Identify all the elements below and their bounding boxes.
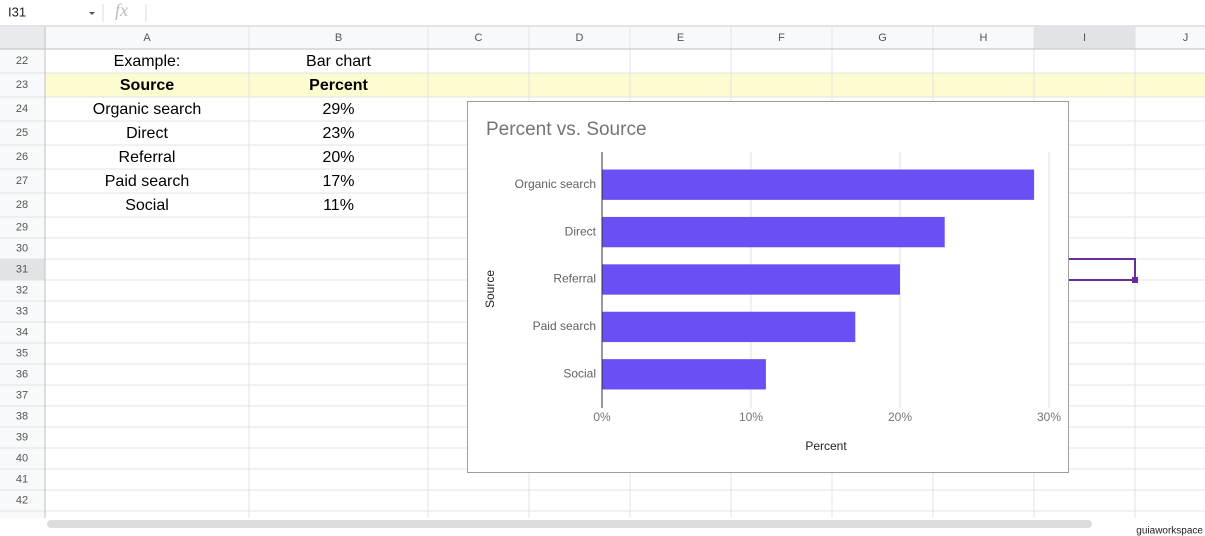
row-number[interactable]: 30 <box>16 242 28 254</box>
bar <box>602 169 1035 200</box>
column-header[interactable]: D <box>576 32 584 44</box>
column-header[interactable]: H <box>980 32 988 44</box>
embedded-chart[interactable]: Percent vs. Source 0% 10% 20% 30% Organic sea… <box>467 101 1069 473</box>
row-number[interactable]: 37 <box>16 389 28 401</box>
column-header[interactable]: F <box>778 32 785 44</box>
row-highlight <box>45 73 1205 97</box>
bar <box>602 264 900 295</box>
cell[interactable]: 17% <box>322 173 354 190</box>
fill-handle[interactable] <box>1132 277 1138 283</box>
selected-column-header <box>1034 27 1135 49</box>
column-header[interactable]: G <box>878 32 887 44</box>
y-axis-title: Source <box>483 270 497 308</box>
row-number[interactable]: 41 <box>16 473 28 485</box>
row-number[interactable]: 27 <box>16 175 28 187</box>
y-tick-label: Paid search <box>533 319 596 333</box>
row-number[interactable]: 40 <box>16 452 28 464</box>
cell[interactable]: Source <box>120 77 174 94</box>
y-tick-label: Direct <box>565 224 597 238</box>
cell[interactable]: 29% <box>322 101 354 118</box>
row-number[interactable]: 24 <box>16 103 28 115</box>
row-number[interactable]: 32 <box>16 284 28 296</box>
row-number[interactable]: 33 <box>16 305 28 317</box>
cell[interactable]: Bar chart <box>306 53 371 70</box>
x-tick-label: 20% <box>888 410 912 424</box>
row-number[interactable]: 25 <box>16 127 28 139</box>
scrollbar-thumb[interactable] <box>47 520 1092 528</box>
row-number[interactable]: 34 <box>16 326 28 338</box>
y-tick-label: Referral <box>553 272 596 286</box>
formula-bar <box>0 0 1205 26</box>
cell[interactable]: Percent <box>309 77 368 94</box>
row-number[interactable]: 42 <box>16 494 28 506</box>
x-tick-label: 0% <box>593 410 611 424</box>
row-number[interactable]: 31 <box>16 263 28 275</box>
cell[interactable]: 20% <box>322 149 354 166</box>
bar <box>602 311 856 343</box>
cell[interactable]: Referral <box>119 149 176 166</box>
row-number[interactable]: 29 <box>16 221 28 233</box>
formula-icon: fx <box>115 0 128 20</box>
column-header[interactable]: C <box>475 32 483 44</box>
y-tick-label: Organic search <box>515 177 596 191</box>
row-number[interactable]: 36 <box>16 368 28 380</box>
cell[interactable]: Example: <box>114 53 181 70</box>
name-box-dropdown[interactable] <box>89 12 95 15</box>
cell[interactable]: Paid search <box>105 173 190 190</box>
cell[interactable]: 11% <box>323 197 354 214</box>
row-number[interactable]: 26 <box>16 151 28 163</box>
column-header-bar <box>0 27 1205 49</box>
x-tick-label: 10% <box>739 410 763 424</box>
cell[interactable]: Direct <box>126 125 168 142</box>
column-header[interactable]: J <box>1183 32 1189 44</box>
row-number[interactable]: 35 <box>16 347 28 359</box>
x-tick-label: 30% <box>1037 410 1061 424</box>
selected-row-header <box>0 259 45 280</box>
column-header[interactable]: B <box>335 32 342 44</box>
y-tick-label: Social <box>563 366 596 380</box>
bar <box>602 216 945 248</box>
column-header[interactable]: I <box>1083 32 1086 44</box>
column-header[interactable]: E <box>677 32 684 44</box>
row-number[interactable]: 39 <box>16 431 28 443</box>
column-header[interactable]: A <box>143 32 151 44</box>
chart-title: Percent vs. Source <box>486 119 647 140</box>
cell[interactable]: 23% <box>322 125 354 142</box>
row-number[interactable]: 28 <box>16 199 28 211</box>
select-all-corner <box>0 27 45 49</box>
cell[interactable]: Organic search <box>93 101 202 118</box>
bar <box>602 359 766 390</box>
row-number[interactable]: 38 <box>16 410 28 422</box>
row-number[interactable]: 23 <box>16 79 28 91</box>
watermark: guiaworkspace <box>1136 526 1203 536</box>
row-number[interactable]: 22 <box>16 55 28 67</box>
name-box[interactable]: I31 <box>8 4 26 19</box>
x-axis-title: Percent <box>805 439 847 453</box>
cell[interactable]: Social <box>125 197 169 214</box>
